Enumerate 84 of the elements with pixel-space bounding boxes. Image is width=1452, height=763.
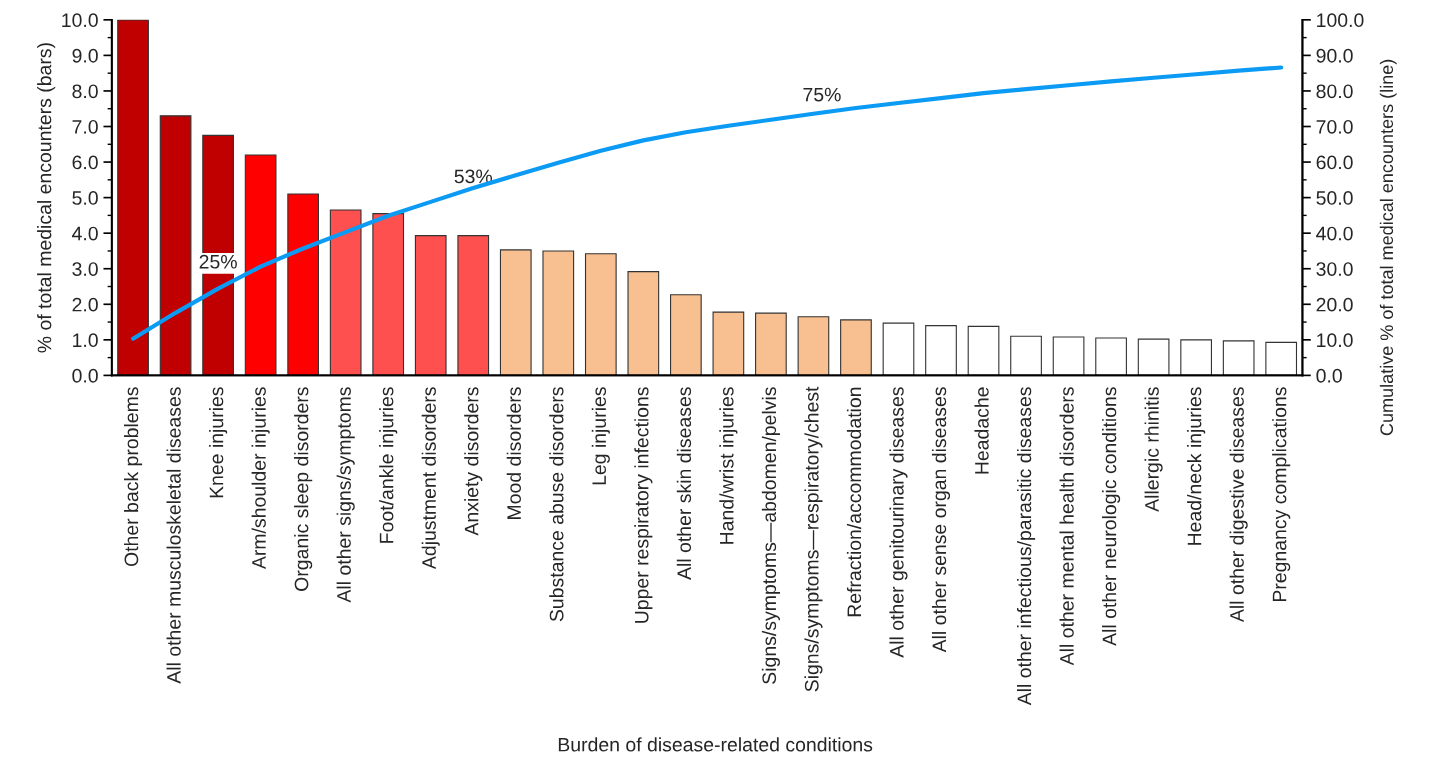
y2-tick-label: 100.0	[1317, 13, 1364, 28]
y-axis-title: % of total medical encounters (bars)	[37, 43, 56, 353]
bar	[882, 322, 915, 376]
x-tick-label: Leg injuries	[591, 387, 610, 485]
x-tick-label: All other neurologic conditions	[1102, 387, 1121, 646]
x-tick-label: Knee injuries	[209, 387, 228, 498]
annotation: 25%	[199, 254, 237, 269]
x-tick-label: Arm/shoulder injuries	[251, 387, 270, 570]
y-tick-label: 8.0	[72, 84, 98, 99]
y2-tick-label: 80.0	[1316, 84, 1353, 99]
y2-tick-label: 90.0	[1316, 48, 1353, 63]
bar	[967, 325, 1000, 376]
x-tick-label: Signs/symptoms—abdomen/pelvis	[761, 387, 780, 684]
bar	[584, 253, 617, 376]
bar	[117, 19, 149, 376]
x-tick-label: Signs/symptoms—respiratory/chest	[804, 386, 823, 692]
bar	[414, 235, 447, 376]
x-tick-label: Headache	[974, 387, 989, 474]
bar	[287, 193, 320, 376]
annotation: 75%	[803, 87, 841, 102]
bar	[755, 312, 787, 376]
x-tick-label: All other infectious/parasitic diseases	[1016, 387, 1036, 706]
bar	[542, 250, 575, 376]
bar	[244, 154, 277, 376]
y2-tick-label: 40.0	[1316, 226, 1353, 241]
x-tick-label: All other digestive diseases	[1229, 387, 1248, 623]
x-tick-label: Adjustment disorders	[421, 387, 440, 570]
bar	[712, 311, 745, 376]
line-series	[130, 65, 1284, 341]
y-tick-label: 9.0	[72, 48, 98, 63]
x-tick-label: Organic sleep disorders	[294, 387, 313, 591]
x-tick-label: Upper respiratory infections	[634, 387, 653, 623]
y-tick-label: 10.0	[62, 13, 98, 28]
x-tick-label: Allergic rhinitis	[1144, 387, 1163, 512]
bar	[372, 213, 405, 376]
y2-tick-label: 10.0	[1317, 333, 1353, 348]
x-tick-label: Anxiety disorders	[464, 387, 483, 536]
bar	[627, 271, 660, 376]
y-tick-label: 4.0	[72, 226, 98, 241]
y2-tick-label: 70.0	[1316, 119, 1353, 134]
y-tick-label: 6.0	[72, 155, 98, 170]
y2-tick-label: 60.0	[1316, 155, 1353, 170]
bar	[1265, 341, 1298, 376]
y2-tick-label: 20.0	[1316, 297, 1353, 312]
x-tick-label: Refraction/accommodation	[846, 387, 862, 617]
bar	[499, 249, 532, 376]
bar	[159, 115, 192, 376]
x-tick-label: All other musculoskeletal diseases	[166, 387, 181, 684]
bar	[1180, 339, 1213, 376]
y-tick-label: 0.0	[72, 368, 98, 383]
x-tick-label: Foot/ankle injuries	[379, 387, 398, 543]
x-tick-label: All other sense organ diseases	[931, 387, 951, 653]
bar	[1095, 337, 1127, 376]
y-tick-label: 5.0	[72, 191, 98, 205]
x-tick-label: All other genitourinary diseases	[889, 387, 908, 658]
y2-tick-label: 30.0	[1316, 262, 1353, 276]
x-tick-label: Other back problems	[124, 387, 143, 567]
bar	[457, 235, 490, 376]
bar	[1010, 335, 1042, 376]
y-tick-label: 7.0	[72, 119, 98, 134]
y2-tick-label: 50.0	[1316, 191, 1353, 205]
x-tick-label: Mood disorders	[506, 387, 521, 519]
x-tick-label: All other signs/symptoms	[336, 387, 355, 603]
bar	[1137, 338, 1170, 376]
y2-tick-label: 0.0	[1316, 368, 1342, 383]
annotation: 53%	[454, 169, 493, 184]
y-tick-label: 1.0	[73, 333, 98, 348]
x-tick-label: All other mental health disorders	[1059, 387, 1074, 666]
bar	[669, 294, 702, 376]
y2-axis-title: Cumulative % of total medical encounters (line)	[1379, 59, 1397, 436]
y-tick-label: 3.0	[72, 262, 98, 276]
bar	[840, 319, 872, 376]
x-tick-label: Head/neck injuries	[1187, 387, 1206, 545]
x-tick-label: Pregnancy complications	[1272, 387, 1291, 602]
x-tick-label: Substance abuse disorders	[549, 387, 564, 622]
bar	[1052, 336, 1085, 376]
y-tick-label: 2.0	[72, 297, 98, 312]
x-axis-title: Burden of disease-related conditions	[558, 737, 873, 752]
bar	[797, 316, 830, 376]
x-tick-label: All other skin diseases	[676, 387, 692, 580]
bar	[1222, 340, 1255, 376]
bar	[329, 209, 362, 376]
bar	[925, 325, 957, 376]
x-tick-label: Hand/wrist injuries	[719, 387, 738, 544]
